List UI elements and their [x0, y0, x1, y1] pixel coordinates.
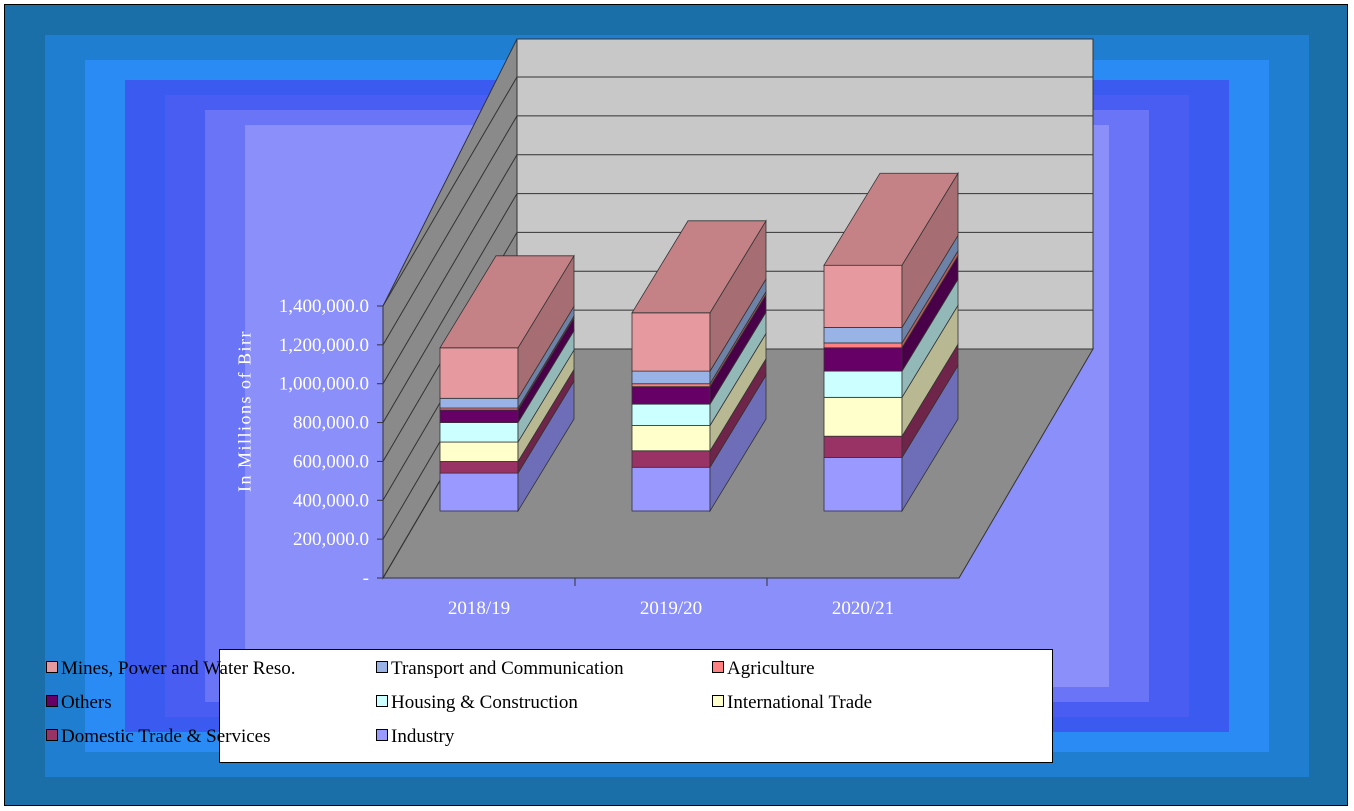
legend-swatch	[46, 729, 58, 741]
bar-segment	[823, 303, 959, 438]
bar-front	[439, 397, 519, 409]
bar-segment	[631, 219, 767, 373]
bar-front	[439, 441, 519, 462]
legend: Mines, Power and Water Reso. Transport an…	[46, 649, 1053, 763]
bar-front	[631, 450, 711, 468]
bar-segment	[823, 364, 959, 513]
legend-item: Industry	[376, 724, 454, 750]
legend-item: Housing & Construction	[376, 690, 578, 716]
x-tick-label: 2019/20	[640, 598, 702, 619]
chart-plot: - 200,000.0 400,000.0 600,000.0 800,000.0 1,0…	[279, 38, 1094, 619]
bar-segment	[631, 373, 767, 513]
legend-label: Industry	[391, 726, 455, 747]
bar-front	[823, 457, 903, 512]
bar-front	[631, 312, 711, 372]
legend-swatch	[376, 729, 388, 741]
legend-label: Housing & Construction	[391, 692, 578, 713]
bar-segment	[439, 316, 575, 425]
x-tick-label: 2020/21	[832, 598, 894, 619]
legend-label: Domestic Trade & Services	[61, 726, 271, 747]
y-tick-label: 1,400,000.0	[279, 296, 369, 317]
legend-swatch	[46, 661, 58, 673]
bar-front	[439, 409, 519, 424]
legend-swatch	[712, 695, 724, 707]
y-tick-label: 800,000.0	[293, 413, 369, 434]
bar-top	[631, 220, 767, 314]
legend-label: Transport and Communication	[391, 658, 624, 679]
y-axis-title: In Millions of Birr	[234, 330, 255, 492]
bar-segment	[631, 332, 767, 453]
bar-front	[823, 342, 903, 349]
bar-front	[439, 422, 519, 443]
legend-item: Others	[46, 690, 112, 716]
y-tick-label: 1,000,000.0	[279, 374, 369, 395]
bar-front	[631, 383, 711, 388]
bar-segment	[823, 254, 959, 373]
bar-front	[631, 386, 711, 405]
bar-front	[823, 326, 903, 344]
legend-item: Agriculture	[712, 656, 815, 682]
legend-item: Domestic Trade & Services	[46, 724, 271, 750]
legend-label: International Trade	[727, 692, 873, 713]
bar-top	[439, 255, 575, 349]
bar-front	[823, 347, 903, 372]
bar-segment	[823, 342, 959, 459]
y-tick-label: 400,000.0	[293, 490, 369, 511]
bar-front	[823, 396, 903, 437]
legend-swatch	[376, 661, 388, 673]
side-gridline	[382, 115, 518, 346]
bar-front	[823, 435, 903, 458]
legend-swatch	[712, 661, 724, 673]
bar-front	[631, 370, 711, 385]
legend-item: Transport and Communication	[376, 656, 624, 682]
y-tick-label: 600,000.0	[293, 451, 369, 472]
bar-front	[823, 370, 903, 398]
side-gridline	[382, 193, 518, 423]
bar-front	[823, 264, 903, 328]
y-tick-label: 200,000.0	[293, 529, 369, 550]
bar-front	[439, 472, 519, 512]
bar-top	[823, 172, 959, 266]
bar-front	[631, 466, 711, 512]
y-tick-label: 1,200,000.0	[279, 335, 369, 356]
bar-segment	[439, 348, 575, 463]
chart-frame: - 200,000.0 400,000.0 600,000.0 800,000.0 1,0…	[4, 4, 1348, 806]
bar-segment	[823, 277, 959, 399]
bar-segment	[631, 310, 767, 427]
bar-segment	[439, 379, 575, 513]
bar-front	[439, 461, 519, 474]
legend-item: International Trade	[712, 690, 872, 716]
legend-swatch	[376, 695, 388, 707]
bar-front	[631, 403, 711, 426]
y-tick-label: -	[363, 568, 369, 589]
bar-front	[439, 347, 519, 399]
bar-front	[631, 425, 711, 452]
legend-label: Others	[61, 692, 112, 713]
legend-label: Mines, Power and Water Reso.	[61, 658, 296, 679]
side-gridline	[382, 76, 518, 307]
legend-label: Agriculture	[727, 658, 815, 679]
bar-segment	[439, 254, 575, 400]
side-gridline	[382, 154, 518, 384]
bar-segment	[823, 171, 959, 329]
legend-item: Mines, Power and Water Reso.	[46, 656, 296, 682]
legend-swatch	[46, 695, 58, 707]
x-tick-label: 2018/19	[448, 598, 510, 619]
